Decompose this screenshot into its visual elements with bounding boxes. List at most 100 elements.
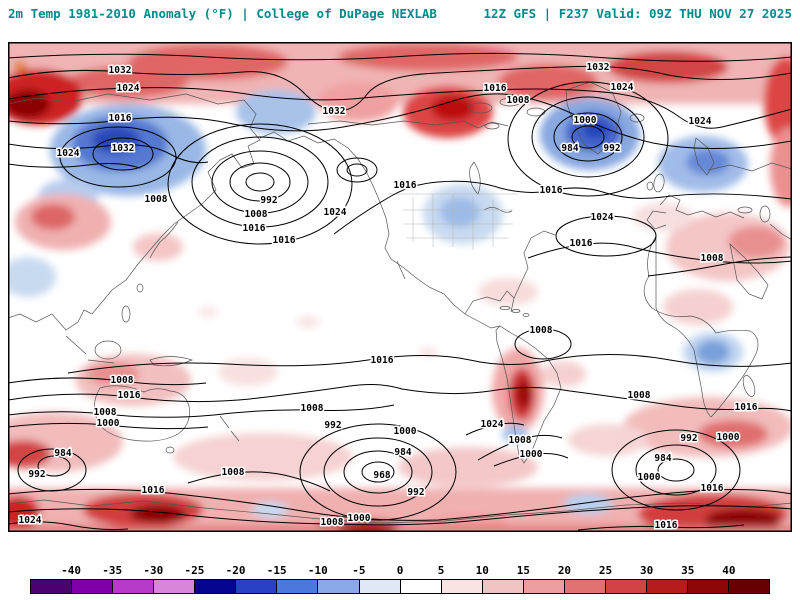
contour-label: 992 xyxy=(680,433,697,444)
state-boundaries xyxy=(388,193,518,250)
contour-label: 984 xyxy=(561,143,578,154)
model-run-info: 12Z GFS | F237 Valid: 09Z THU NOV 27 202… xyxy=(483,6,792,21)
colorbar-legend: -40 -35 -30 -25 -20 -15 -10 -5 0 5 10 15 20 25 30 35 40 xyxy=(30,564,770,594)
colorbar-segment xyxy=(482,580,524,593)
colorbar-segment xyxy=(729,580,770,593)
contour-label: 984 xyxy=(394,447,411,458)
contour-label: 992 xyxy=(407,487,424,498)
colorbar-segment xyxy=(31,580,73,593)
contour-label: 1016 xyxy=(540,185,563,196)
contour-label: 1008 xyxy=(245,209,268,220)
colorbar-tick-label: -35 xyxy=(102,564,123,577)
contour-label: 1000 xyxy=(97,418,120,429)
contour-label: 1032 xyxy=(109,65,132,76)
colorbar-tick-label: -10 xyxy=(307,564,328,577)
colorbar-swatch-row xyxy=(30,579,770,594)
colorbar-tick-label: 20 xyxy=(557,564,572,577)
colorbar-segment xyxy=(605,580,647,593)
colorbar-segment xyxy=(318,580,360,593)
colorbar-tick-label: -20 xyxy=(225,564,246,577)
colorbar-segment xyxy=(359,580,401,593)
colorbar-segment xyxy=(113,580,155,593)
colorbar-segment xyxy=(688,580,730,593)
colorbar-segment xyxy=(154,580,196,593)
contour-label: 1016 xyxy=(570,238,593,249)
product-title: 2m Temp 1981-2010 Anomaly (°F) | College… xyxy=(8,6,437,21)
colorbar-segment xyxy=(72,580,114,593)
contour-label: 1024 xyxy=(689,116,712,127)
contour-label: 1016 xyxy=(484,83,507,94)
contour-label: 984 xyxy=(54,448,71,459)
contour-label: 1000 xyxy=(717,432,740,443)
contour-label: 1016 xyxy=(655,520,678,531)
colorbar-tick-label: 35 xyxy=(681,564,695,577)
contour-label: 1024 xyxy=(481,419,504,430)
contour-lines xyxy=(9,52,791,531)
contour-label: 1008 xyxy=(628,390,651,401)
contour-label: 992 xyxy=(28,469,45,480)
contour-label: 1016 xyxy=(243,223,266,234)
contour-label: 1032 xyxy=(587,62,610,73)
colorbar-segment xyxy=(400,580,442,593)
map-area: 1032 1032 1032 1032 1024 1024 1024 1024 1024 1024… xyxy=(8,42,792,532)
contour-label: 1024 xyxy=(19,515,42,526)
contour-label: 1008 xyxy=(94,407,117,418)
colorbar-tick-label: 0 xyxy=(396,564,404,577)
contour-label: 992 xyxy=(324,420,341,431)
contour-label: 1032 xyxy=(323,106,346,117)
contour-label: 968 xyxy=(373,470,390,481)
contour-label: 1016 xyxy=(371,355,394,366)
colorbar-segment xyxy=(564,580,606,593)
contour-label: 1024 xyxy=(57,148,80,159)
contour-label: 1032 xyxy=(112,143,135,154)
contour-label: 1008 xyxy=(321,517,344,528)
contour-label: 992 xyxy=(260,195,277,206)
contour-label: 1016 xyxy=(394,180,417,191)
contour-label: 1016 xyxy=(701,483,724,494)
colorbar-tick-label: 5 xyxy=(437,564,445,577)
contour-label: 1016 xyxy=(273,235,296,246)
contour-label: 984 xyxy=(654,453,671,464)
colorbar-tick-label: 15 xyxy=(516,564,530,577)
contour-label: 1000 xyxy=(348,513,371,524)
colorbar-segment xyxy=(646,580,688,593)
colorbar-tick-label: -15 xyxy=(266,564,287,577)
contour-label: 1016 xyxy=(118,390,141,401)
contour-label: 1008 xyxy=(145,194,168,205)
title-bar: 2m Temp 1981-2010 Anomaly (°F) | College… xyxy=(8,6,792,21)
contour-label: 1008 xyxy=(222,467,245,478)
colorbar-tick-label: -25 xyxy=(184,564,205,577)
contour-label: 1024 xyxy=(611,82,634,93)
colorbar-tick-label: 10 xyxy=(475,564,489,577)
colorbar-segment xyxy=(236,580,278,593)
colorbar-tick-label: -40 xyxy=(61,564,82,577)
colorbar-tick-label: 40 xyxy=(722,564,736,577)
colorbar-tick-label: 30 xyxy=(640,564,654,577)
colorbar-segment xyxy=(195,580,237,593)
contour-label: 1000 xyxy=(574,115,597,126)
contour-label: 1024 xyxy=(324,207,347,218)
contour-label: 1024 xyxy=(117,83,140,94)
contour-label: 1008 xyxy=(701,253,724,264)
colorbar-segment xyxy=(523,580,565,593)
contour-label: 1008 xyxy=(301,403,324,414)
contour-label: 1000 xyxy=(520,449,543,460)
colorbar-tick-row: -40 -35 -30 -25 -20 -15 -10 -5 0 5 10 15 20 25 30 35 40 xyxy=(30,564,770,579)
contour-label: 1016 xyxy=(142,485,165,496)
contour-label: 1008 xyxy=(111,375,134,386)
colorbar-tick-label: 25 xyxy=(598,564,613,577)
contour-label: 1016 xyxy=(109,113,132,124)
contour-label: 1016 xyxy=(735,402,758,413)
colorbar-tick-label: -30 xyxy=(143,564,164,577)
colorbar-segment xyxy=(441,580,483,593)
contour-label: 1000 xyxy=(638,472,661,483)
map-frame xyxy=(8,42,792,532)
contour-label: 992 xyxy=(603,143,620,154)
contour-label: 1000 xyxy=(394,426,417,437)
contour-label: 1008 xyxy=(507,95,530,106)
contour-label: 1024 xyxy=(591,212,614,223)
coastlines xyxy=(9,81,791,524)
